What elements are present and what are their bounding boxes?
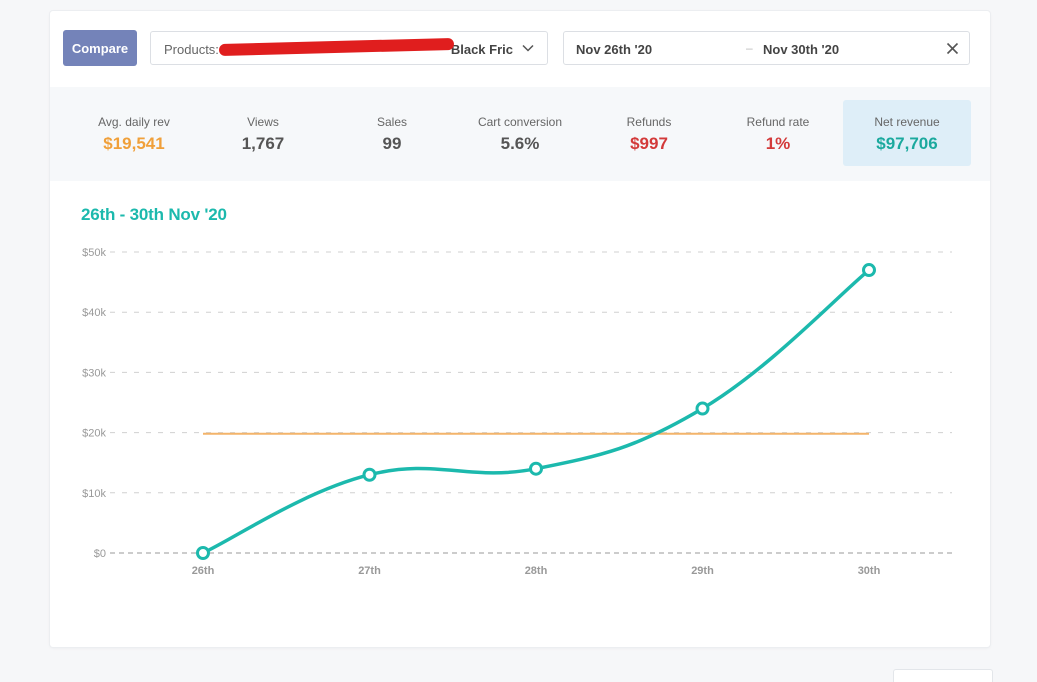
y-tick-label: $30k: [82, 367, 106, 379]
stat-label: Refunds: [626, 115, 672, 129]
stat-value: 1,767: [241, 134, 285, 153]
chevron-down-icon[interactable]: [521, 41, 535, 55]
x-tick-label: 28th: [525, 565, 548, 577]
data-point: [862, 263, 876, 278]
dashboard-card: Compare Products: Black Fric Nov 26th '2…: [50, 11, 990, 647]
compare-button[interactable]: Compare: [63, 30, 137, 66]
stats-bar: Avg. daily rev $19,541 Views 1,767 Sales…: [50, 87, 990, 181]
stat-net-revenue[interactable]: Net revenue $97,706: [843, 100, 971, 166]
stat-label: Net revenue: [874, 115, 940, 129]
products-value: Black Fric: [450, 42, 513, 57]
data-point: [196, 546, 210, 560]
stat-value: 99: [382, 134, 402, 153]
date-start[interactable]: Nov 26th '20: [576, 42, 653, 57]
stat-label: Avg. daily rev: [98, 115, 170, 129]
footer-tab: [893, 669, 993, 682]
stat-label: Cart conversion: [477, 115, 563, 129]
stat-refunds[interactable]: Refunds $997: [585, 100, 713, 166]
x-tick-label: 30th: [858, 565, 881, 577]
date-end[interactable]: Nov 30th '20: [763, 42, 840, 57]
x-tick-label: 29th: [691, 565, 714, 577]
y-tick-label: $0: [94, 548, 106, 560]
y-tick-label: $10k: [82, 488, 106, 500]
data-point: [529, 461, 543, 476]
x-tick-label: 27th: [358, 565, 381, 577]
data-point: [695, 401, 710, 416]
stat-label: Sales: [376, 115, 408, 129]
date-separator: –: [746, 41, 753, 55]
products-label: Products:: [164, 42, 219, 57]
date-range-picker[interactable]: Nov 26th '20 – Nov 30th '20: [563, 31, 970, 65]
products-select[interactable]: Products: Black Fric: [150, 31, 548, 65]
y-tick-label: $20k: [82, 428, 106, 440]
stat-views[interactable]: Views 1,767: [199, 100, 327, 166]
stat-refund-rate[interactable]: Refund rate 1%: [714, 100, 842, 166]
stat-value: $19,541: [103, 134, 165, 153]
revenue-chart: $0 $10k $20k $30k $40k $50k 26th 27th 28th 29th 30…: [82, 247, 952, 577]
toolbar: Compare Products: Black Fric Nov 26th '2…: [50, 11, 990, 87]
chart-title: 26th - 30th Nov '20: [81, 205, 227, 224]
y-tick-label: $50k: [82, 247, 106, 259]
close-icon[interactable]: [946, 42, 959, 55]
stat-value: $97,706: [876, 134, 938, 153]
stat-label: Refund rate: [746, 115, 810, 129]
stat-cart-conversion[interactable]: Cart conversion 5.6%: [456, 100, 584, 166]
stat-value: $997: [630, 134, 668, 153]
y-tick-label: $40k: [82, 307, 106, 319]
stat-value: 5.6%: [500, 134, 540, 153]
x-tick-label: 26th: [192, 565, 215, 577]
stat-value: 1%: [765, 134, 791, 153]
stat-label: Views: [247, 115, 279, 129]
stat-sales[interactable]: Sales 99: [328, 100, 456, 166]
data-point: [362, 467, 377, 482]
stat-avg-daily-rev[interactable]: Avg. daily rev $19,541: [70, 100, 198, 166]
